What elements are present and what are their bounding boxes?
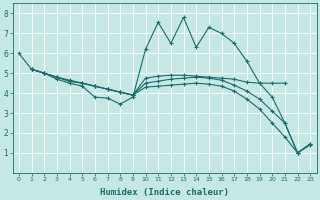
X-axis label: Humidex (Indice chaleur): Humidex (Indice chaleur) — [100, 188, 229, 197]
